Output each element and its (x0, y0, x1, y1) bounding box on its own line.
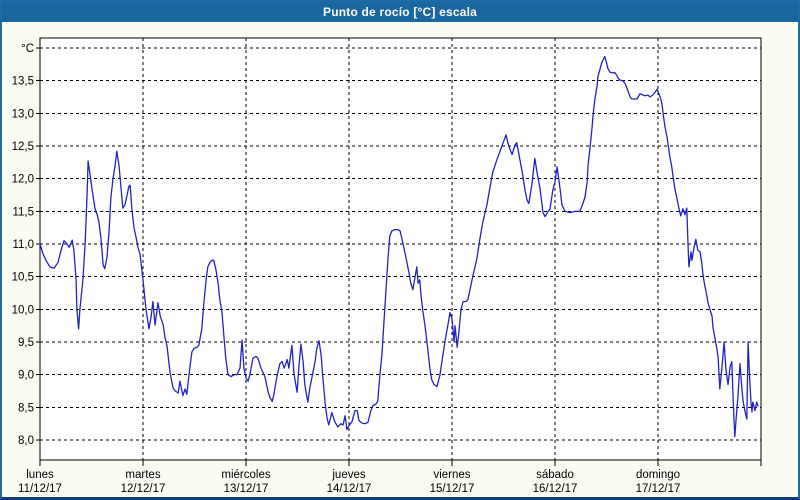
x-day-name-label: martes (125, 469, 160, 481)
plot-area (40, 38, 761, 460)
x-day-name-label: viernes (433, 469, 470, 481)
title-bar: Punto de rocío [°C] escala (2, 2, 798, 22)
x-day-name-label: sábado (536, 469, 574, 481)
y-tick-label: 13,0 (12, 108, 34, 120)
y-tick-label: 11,0 (12, 239, 34, 251)
y-tick-label: 10,0 (12, 304, 34, 316)
x-day-date-label: 13/12/17 (224, 483, 269, 495)
y-tick-label: 9,0 (18, 370, 34, 382)
y-tick-label: 8,0 (18, 435, 34, 447)
y-tick-label: 12,0 (12, 174, 34, 186)
y-tick-label: 10,5 (12, 272, 34, 284)
x-day-date-label: 12/12/17 (121, 483, 166, 495)
y-axis-unit-label: °C (21, 43, 34, 55)
x-day-name-label: jueves (331, 469, 365, 481)
y-tick-label: 11,5 (12, 206, 34, 218)
x-day-date-label: 14/12/17 (327, 483, 372, 495)
x-day-name-label: domingo (636, 469, 680, 481)
x-day-date-label: 17/12/17 (636, 483, 681, 495)
y-tick-label: 12,5 (12, 141, 34, 153)
dew-point-series-line (39, 55, 759, 438)
x-day-date-label: 11/12/17 (18, 483, 62, 495)
y-tick-label: 8,5 (18, 402, 34, 414)
x-day-date-label: 16/12/17 (533, 483, 578, 495)
x-day-name-label: miércoles (221, 469, 270, 481)
y-tick-label: 13,5 (12, 76, 34, 88)
x-day-name-label: lunes (26, 469, 54, 481)
plot-border (39, 37, 762, 461)
chart-title: Punto de rocío [°C] escala (322, 5, 478, 19)
y-tick-label: 9,5 (18, 337, 34, 349)
x-day-date-label: 15/12/17 (430, 483, 475, 495)
